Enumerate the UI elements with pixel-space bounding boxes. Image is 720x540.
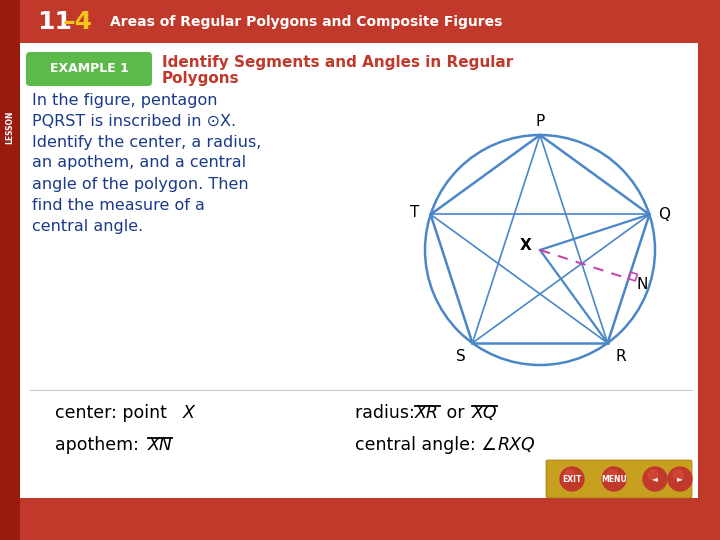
- Text: XN: XN: [148, 436, 173, 454]
- FancyBboxPatch shape: [20, 43, 698, 498]
- Text: apothem:: apothem:: [55, 436, 145, 454]
- Text: X: X: [183, 404, 195, 422]
- Text: 11: 11: [37, 10, 73, 34]
- Text: LESSON: LESSON: [6, 110, 14, 144]
- FancyBboxPatch shape: [0, 0, 20, 540]
- Circle shape: [673, 470, 683, 480]
- Text: –4: –4: [63, 10, 93, 34]
- Text: XQ: XQ: [472, 404, 498, 422]
- Circle shape: [602, 467, 626, 491]
- Text: MENU: MENU: [601, 475, 627, 483]
- Text: an apothem, and a central: an apothem, and a central: [32, 156, 246, 171]
- Text: Identify the center, a radius,: Identify the center, a radius,: [32, 134, 261, 150]
- Circle shape: [565, 470, 575, 480]
- Text: P: P: [536, 113, 544, 129]
- Text: or: or: [441, 404, 470, 422]
- Text: central angle.: central angle.: [32, 219, 143, 233]
- Circle shape: [643, 467, 667, 491]
- Circle shape: [607, 470, 617, 480]
- FancyBboxPatch shape: [20, 0, 720, 43]
- Text: N: N: [636, 277, 648, 292]
- Text: T: T: [410, 205, 419, 220]
- Circle shape: [560, 467, 584, 491]
- Text: center: point: center: point: [55, 404, 172, 422]
- Text: In the figure, pentagon: In the figure, pentagon: [32, 92, 217, 107]
- Text: R: R: [616, 348, 626, 363]
- Text: find the measure of a: find the measure of a: [32, 198, 205, 213]
- Text: ◄: ◄: [652, 475, 658, 483]
- Text: XR: XR: [415, 404, 439, 422]
- Text: central angle: ∠: central angle: ∠: [355, 436, 497, 454]
- Text: Polygons: Polygons: [162, 71, 240, 86]
- Text: PQRST is inscribed in ⊙X.: PQRST is inscribed in ⊙X.: [32, 113, 236, 129]
- Text: EXIT: EXIT: [562, 475, 582, 483]
- Text: ►: ►: [677, 475, 683, 483]
- Text: Areas of Regular Polygons and Composite Figures: Areas of Regular Polygons and Composite …: [110, 15, 503, 29]
- FancyBboxPatch shape: [698, 43, 720, 498]
- Text: EXAMPLE 1: EXAMPLE 1: [50, 63, 128, 76]
- Text: Q: Q: [658, 207, 670, 222]
- Text: RXQ: RXQ: [498, 436, 536, 454]
- FancyBboxPatch shape: [26, 52, 152, 86]
- Text: radius:: radius:: [355, 404, 420, 422]
- Text: Identify Segments and Angles in Regular: Identify Segments and Angles in Regular: [162, 55, 513, 70]
- FancyBboxPatch shape: [20, 498, 720, 540]
- Text: X: X: [520, 239, 532, 253]
- Text: S: S: [456, 348, 465, 363]
- Circle shape: [648, 470, 658, 480]
- FancyBboxPatch shape: [546, 460, 692, 498]
- Text: angle of the polygon. Then: angle of the polygon. Then: [32, 177, 248, 192]
- Circle shape: [668, 467, 692, 491]
